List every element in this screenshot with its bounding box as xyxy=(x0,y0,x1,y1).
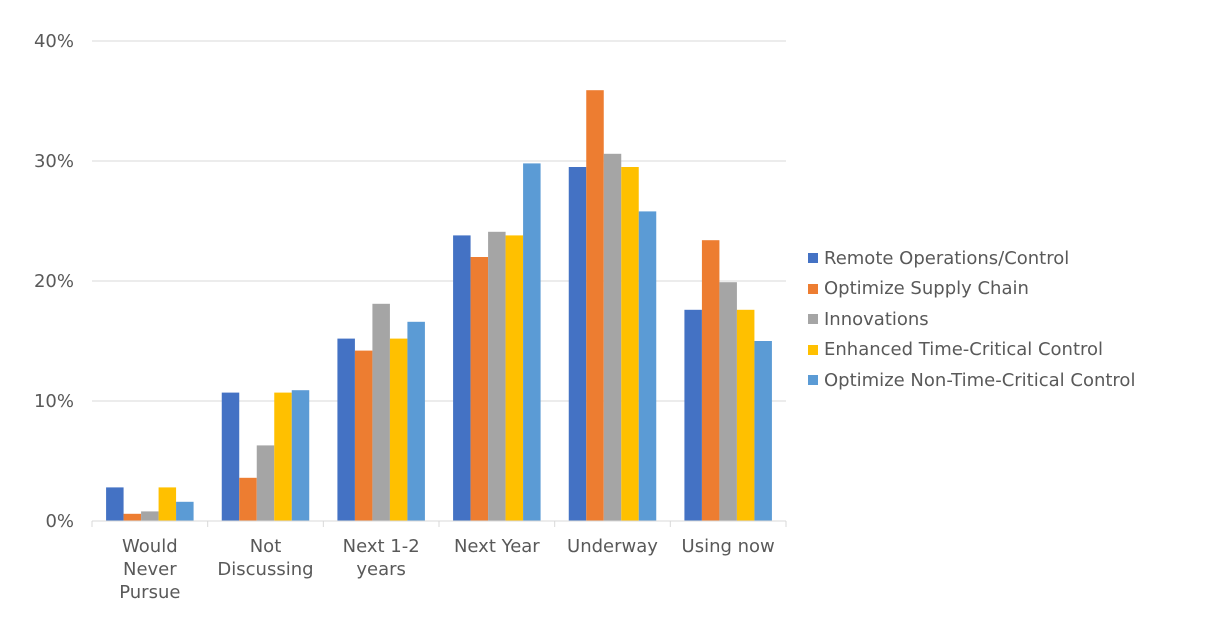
y-tick-label: 20% xyxy=(34,271,74,292)
legend-item: Enhanced Time-Critical Control xyxy=(808,335,1135,366)
bar-optimize-non-time-critical-control-4 xyxy=(638,211,657,521)
x-tick-label: Never xyxy=(123,559,177,580)
bar-innovations-1 xyxy=(256,445,275,521)
legend-swatch xyxy=(808,344,818,355)
bar-remote-operations-control-1 xyxy=(221,392,240,521)
legend-item: Optimize Supply Chain xyxy=(808,274,1135,305)
legend-swatch xyxy=(808,253,818,264)
bar-innovations-0 xyxy=(141,511,159,521)
bar-optimize-supply-chain-5 xyxy=(701,240,720,521)
bar-enhanced-time-critical-control-5 xyxy=(736,309,755,521)
bar-optimize-non-time-critical-control-3 xyxy=(523,163,541,521)
bar-innovations-4 xyxy=(603,153,622,522)
y-tick-label: 30% xyxy=(34,151,74,172)
legend-label: Optimize Non-Time-Critical Control xyxy=(824,369,1136,391)
x-tick-label: Pursue xyxy=(119,582,180,603)
y-tick-label: 10% xyxy=(34,391,74,412)
legend-label: Remote Operations/Control xyxy=(824,247,1070,269)
bar-innovations-3 xyxy=(488,231,506,522)
x-tick-label: years xyxy=(356,559,406,580)
bar-optimize-non-time-critical-control-0 xyxy=(176,501,194,521)
bar-remote-operations-control-5 xyxy=(684,309,702,521)
bar-optimize-supply-chain-2 xyxy=(354,350,373,521)
x-tick-label: Would xyxy=(122,536,178,557)
legend-label: Innovations xyxy=(824,308,929,330)
bar-innovations-2 xyxy=(372,303,390,521)
legend-swatch xyxy=(808,375,818,386)
x-tick-label: Underway xyxy=(567,536,658,557)
x-tick-label: Discussing xyxy=(217,559,313,580)
legend-swatch xyxy=(808,314,818,325)
bar-remote-operations-control-2 xyxy=(337,338,355,521)
legend-item: Innovations xyxy=(808,304,1135,335)
bar-remote-operations-control-4 xyxy=(568,167,587,521)
legend: Remote Operations/Control Optimize Supply… xyxy=(808,243,1135,396)
bar-remote-operations-control-3 xyxy=(453,235,471,521)
x-tick-label: Not xyxy=(250,536,282,557)
bar-optimize-non-time-critical-control-1 xyxy=(291,390,310,521)
y-tick-label: 0% xyxy=(45,511,74,532)
legend-item: Optimize Non-Time-Critical Control xyxy=(808,365,1135,396)
bar-enhanced-time-critical-control-3 xyxy=(505,235,524,521)
x-tick-label: Using now xyxy=(682,536,775,557)
legend-label: Optimize Supply Chain xyxy=(824,278,1029,300)
bar-optimize-non-time-critical-control-5 xyxy=(754,341,772,521)
bar-optimize-supply-chain-4 xyxy=(586,90,604,521)
bar-remote-operations-control-0 xyxy=(106,487,124,521)
x-tick-label: Next Year xyxy=(454,536,540,557)
x-tick-label: Next 1-2 xyxy=(343,536,420,557)
y-tick-label: 40% xyxy=(34,31,74,52)
bars xyxy=(106,90,772,522)
legend-label: Enhanced Time-Critical Control xyxy=(824,339,1104,361)
bar-optimize-non-time-critical-control-2 xyxy=(407,321,425,521)
bar-enhanced-time-critical-control-2 xyxy=(389,338,408,521)
bar-enhanced-time-critical-control-1 xyxy=(274,392,292,521)
bar-enhanced-time-critical-control-4 xyxy=(621,167,639,521)
bar-optimize-supply-chain-3 xyxy=(470,257,489,521)
legend-item: Remote Operations/Control xyxy=(808,243,1135,274)
gridlines xyxy=(92,40,786,402)
bar-innovations-5 xyxy=(719,282,737,521)
bar-optimize-supply-chain-1 xyxy=(239,477,257,521)
bar-optimize-supply-chain-0 xyxy=(123,513,142,521)
bar-enhanced-time-critical-control-0 xyxy=(158,487,177,521)
y-axis-ticks: 0% 10% 20% 30% 40% xyxy=(34,31,74,532)
legend-swatch xyxy=(808,283,818,294)
x-axis xyxy=(91,520,787,527)
